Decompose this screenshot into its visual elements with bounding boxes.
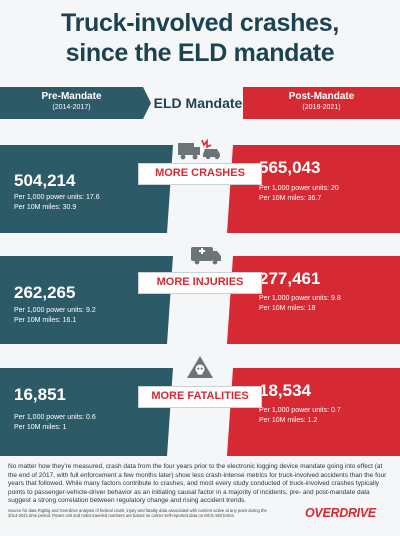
source-note: Source for data RigDig and Overdrive ana… bbox=[8, 508, 267, 519]
pre-mandate-header: Pre-Mandate (2014-2017) bbox=[0, 87, 143, 119]
injuries-panel: 262,265 Per 1,000 power units: 9.2 Per 1… bbox=[0, 256, 400, 344]
crashes-post-total: 565,043 bbox=[259, 158, 321, 177]
truck-car-collision-icon bbox=[175, 138, 225, 162]
post-mandate-years: (2018-2021) bbox=[302, 104, 341, 111]
injuries-pre-total: 262,265 bbox=[14, 283, 76, 302]
fatalities-post-per-miles: Per 10M miles: 1.2 bbox=[259, 417, 318, 424]
title-line-1: Truck-involved crashes, bbox=[61, 9, 339, 37]
column-header-row: Pre-Mandate (2014-2017) ELD Mandate Post… bbox=[0, 87, 400, 119]
footer-paragraph: No matter how they're measured, crash da… bbox=[8, 463, 387, 504]
title-line-2: since the ELD mandate bbox=[65, 39, 335, 67]
crashes-post-per-units: Per 1,000 power units: 20 bbox=[259, 185, 339, 192]
crashes-pre-total: 504,214 bbox=[14, 171, 76, 190]
post-mandate-header: Post-Mandate (2018-2021) bbox=[243, 87, 400, 119]
eld-mandate-label: ELD Mandate bbox=[143, 87, 256, 119]
crashes-post-box: 565,043 Per 1,000 power units: 20 Per 10… bbox=[237, 145, 400, 233]
fatalities-post-per-units: Per 1,000 power units: 0.7 bbox=[259, 407, 341, 414]
crashes-pre-box: 504,214 Per 1,000 power units: 17.6 Per … bbox=[0, 145, 163, 233]
injuries-pre-per-units: Per 1,000 power units: 9.2 bbox=[14, 307, 96, 314]
fatalities-pre-per-miles: Per 10M miles: 1 bbox=[14, 424, 67, 431]
fatalities-pre-per-units: Per 1,000 power units: 0.6 bbox=[14, 414, 96, 421]
injuries-post-per-miles: Per 10M miles: 18 bbox=[259, 305, 316, 312]
crashes-label: MORE CRASHES bbox=[138, 163, 262, 185]
fatalities-post-box: 18,534 Per 1,000 power units: 0.7 Per 10… bbox=[237, 368, 400, 456]
fatalities-post-total: 18,534 bbox=[259, 381, 311, 400]
crashes-pre-per-units: Per 1,000 power units: 17.6 bbox=[14, 194, 100, 201]
post-mandate-label: Post-Mandate bbox=[288, 91, 355, 102]
pre-mandate-years: (2014-2017) bbox=[52, 104, 91, 111]
crashes-post-per-miles: Per 10M miles: 36.7 bbox=[259, 195, 322, 202]
injuries-label: MORE INJURIES bbox=[138, 272, 262, 294]
injuries-pre-box: 262,265 Per 1,000 power units: 9.2 Per 1… bbox=[0, 256, 163, 344]
injuries-pre-per-miles: Per 10M miles: 16.1 bbox=[14, 317, 77, 324]
fatalities-pre-total: 16,851 bbox=[14, 385, 66, 404]
skull-warning-icon bbox=[175, 355, 225, 379]
fatalities-panel: 16,851 Per 1,000 power units: 0.6 Per 10… bbox=[0, 368, 400, 456]
crashes-pre-per-miles: Per 10M miles: 30.9 bbox=[14, 204, 77, 211]
injuries-post-per-units: Per 1,000 power units: 9.8 bbox=[259, 295, 341, 302]
crashes-panel: 504,214 Per 1,000 power units: 17.6 Per … bbox=[0, 145, 400, 233]
overdrive-logo: OVERDRIVE bbox=[305, 506, 376, 520]
injuries-post-total: 277,461 bbox=[259, 269, 321, 288]
pre-mandate-label: Pre-Mandate bbox=[41, 91, 102, 102]
injuries-post-box: 277,461 Per 1,000 power units: 9.8 Per 1… bbox=[237, 256, 400, 344]
page-title: Truck-involved crashes, since the ELD ma… bbox=[0, 8, 400, 68]
ambulance-icon bbox=[175, 243, 225, 267]
fatalities-label: MORE FATALITIES bbox=[138, 386, 262, 408]
fatalities-pre-box: 16,851 Per 1,000 power units: 0.6 Per 10… bbox=[0, 368, 163, 456]
